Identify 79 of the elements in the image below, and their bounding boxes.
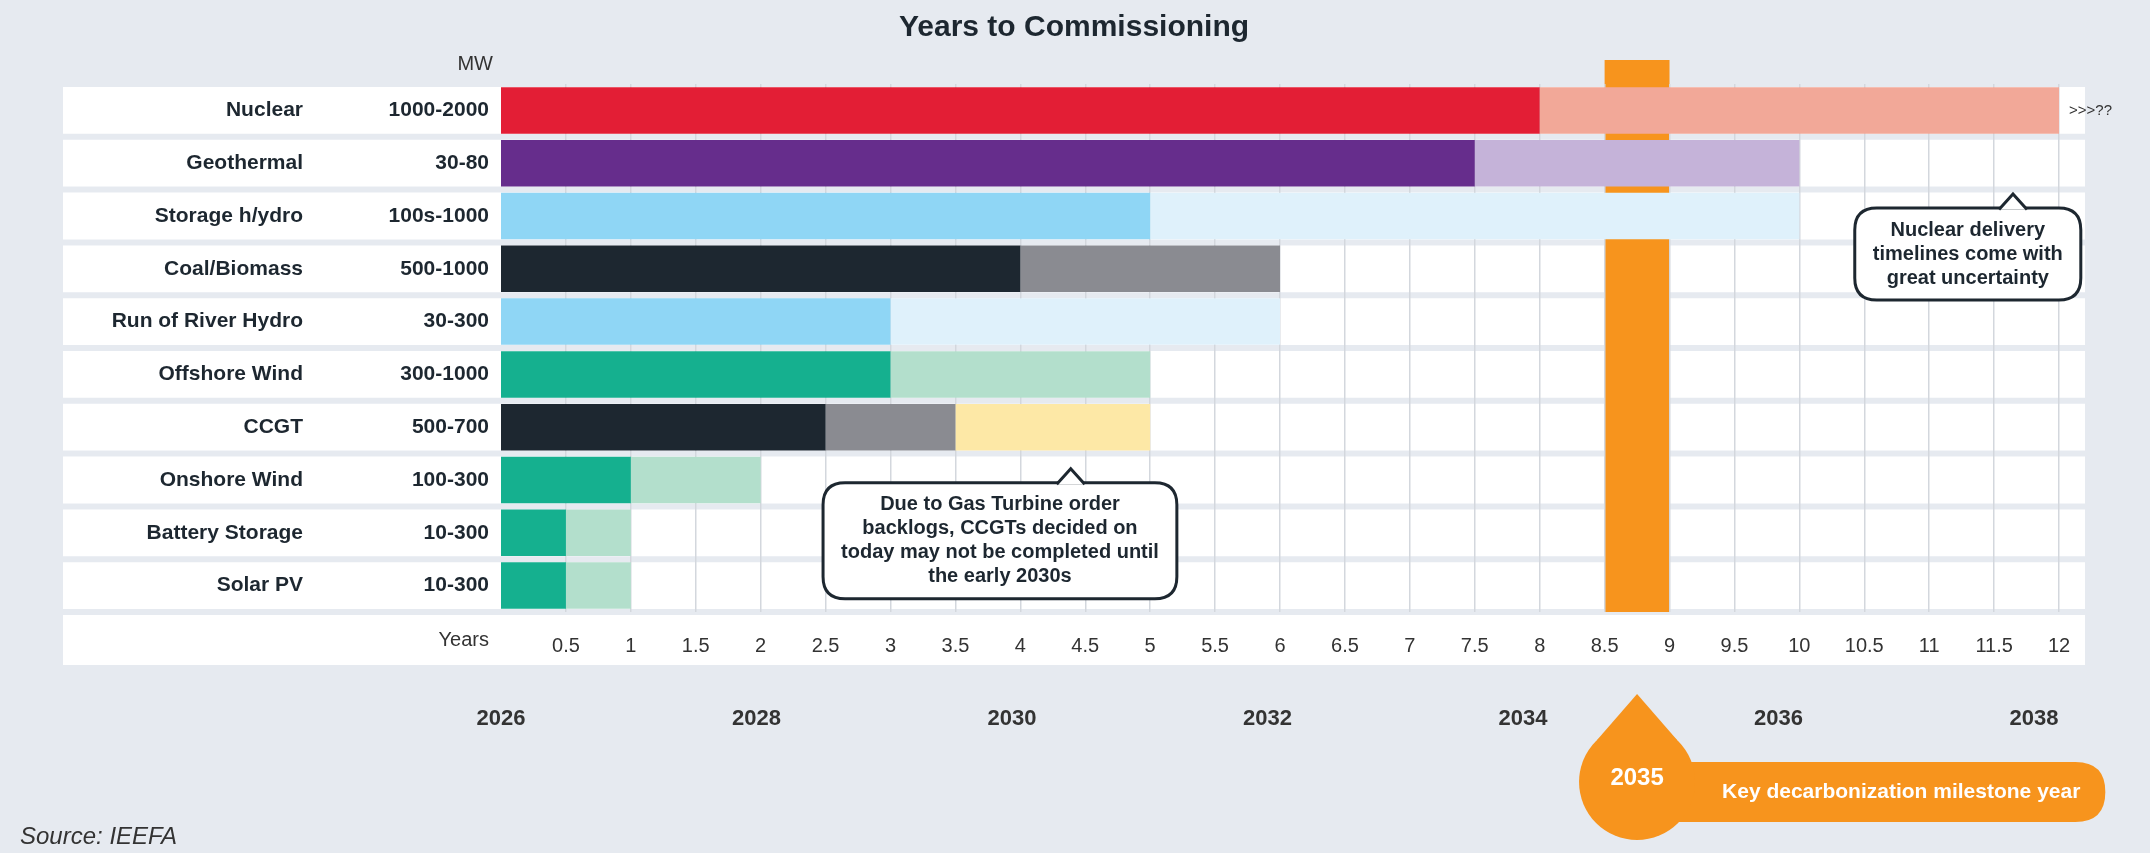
chart-title: Years to Commissioning	[898, 9, 1250, 43]
bar	[501, 192, 1151, 240]
y-tick-label: Solar PV	[216, 572, 303, 596]
x-tick-label: 11	[1918, 633, 1940, 656]
bar	[501, 562, 566, 609]
bar	[890, 351, 1151, 398]
y2-tick-label: 300-1000	[400, 361, 489, 385]
x2-tick-label: 2038	[2009, 705, 2059, 731]
x-tick-label: 12	[2047, 633, 2071, 656]
bar	[501, 298, 891, 345]
x-tick-label: 10	[1788, 633, 1811, 656]
y2-tick-label: 10-300	[423, 572, 489, 596]
y-tick-label: Onshore Wind	[159, 466, 303, 490]
x2-tick-label: 2028	[732, 705, 781, 731]
y2-tick-label: 30-300	[423, 308, 489, 332]
y2-tick-label: 500-1000	[400, 255, 489, 279]
x-tick-label: 5	[1144, 633, 1156, 656]
x-tick-label: 0.5	[552, 633, 580, 656]
x2-tick-label: 2034	[1498, 705, 1549, 731]
y-tick-label: Battery Storage	[146, 519, 303, 543]
x-tick-label: 11.5	[1975, 633, 2013, 656]
x-tick-label: 2	[755, 633, 767, 656]
x2-tick-label: 2030	[987, 705, 1037, 731]
y-tick-label: Geothermal	[186, 150, 303, 173]
x-tick-label: 6	[1274, 633, 1286, 656]
y2-tick-label: 100-300	[411, 466, 489, 490]
x-tick-label: 4.5	[1071, 633, 1100, 656]
bar	[565, 509, 631, 557]
bar	[825, 403, 956, 451]
legend-label: 2035	[1610, 762, 1664, 790]
y-tick-label: CCGT	[243, 414, 304, 437]
x2-tick-label: 2036	[1753, 705, 1803, 731]
y-tick-label: Storage h/ydro	[154, 202, 303, 226]
x-tick-label: 2.5	[811, 633, 840, 656]
bar	[890, 298, 1281, 345]
y2-tick-label: 1000-2000	[388, 97, 489, 121]
source-note: Source: IEEFA	[20, 822, 177, 850]
x-tick-label: 10.5	[1844, 633, 1884, 656]
bar	[501, 456, 631, 504]
x-axis-title: Years	[438, 627, 489, 650]
bar	[1474, 139, 1800, 187]
y-axis-title: MW	[457, 51, 494, 74]
bar	[565, 562, 631, 609]
bar	[501, 351, 891, 398]
x-tick-label: 7.5	[1460, 633, 1489, 656]
x2-tick-label: 2026	[476, 705, 526, 731]
y2-tick-label: 100s-1000	[388, 202, 489, 226]
bar	[501, 403, 826, 451]
bar	[1150, 192, 1800, 240]
bar	[1539, 87, 2060, 134]
x-tick-label: 4	[1014, 633, 1026, 656]
x-tick-label: 1.5	[681, 633, 710, 656]
bar	[630, 456, 761, 504]
x-tick-label: 7	[1404, 633, 1416, 656]
x-tick-label: 8.5	[1590, 633, 1619, 656]
y-tick-label: Run of River Hydro	[111, 308, 303, 332]
bar	[501, 509, 566, 557]
bar	[955, 403, 1151, 451]
annotation: >>>??	[2069, 100, 2112, 118]
y-tick-label: Nuclear	[225, 97, 303, 121]
x-tick-label: 9	[1663, 633, 1676, 656]
x-tick-label: 3	[884, 633, 897, 656]
x-tick-label: 5.5	[1201, 633, 1229, 656]
bar	[1020, 245, 1281, 293]
x2-tick-label: 2032	[1242, 705, 1292, 731]
y-tick-label: Coal/Biomass	[164, 255, 303, 279]
y2-tick-label: 10-300	[423, 519, 489, 543]
x-tick-label: 6.5	[1331, 633, 1359, 656]
x-tick-label: 9.5	[1720, 633, 1749, 656]
y2-tick-label: 30-80	[435, 150, 489, 173]
text: Key decarbonization milestone year	[1722, 778, 2081, 802]
bar	[501, 245, 1021, 293]
x-tick-label: 8	[1534, 633, 1546, 656]
x-tick-label: 3.5	[941, 633, 970, 656]
x-tick-label: 1	[625, 633, 637, 656]
y2-tick-label: 500-700	[411, 414, 489, 437]
annotation: Due to Gas Turbine order backlogs, CCGTs decided on today may not be completed until the early 2030s	[841, 492, 1159, 587]
annotation: Nuclear delivery timelines come with great uncertainty	[1872, 217, 2063, 288]
y-tick-label: Offshore Wind	[158, 361, 303, 385]
